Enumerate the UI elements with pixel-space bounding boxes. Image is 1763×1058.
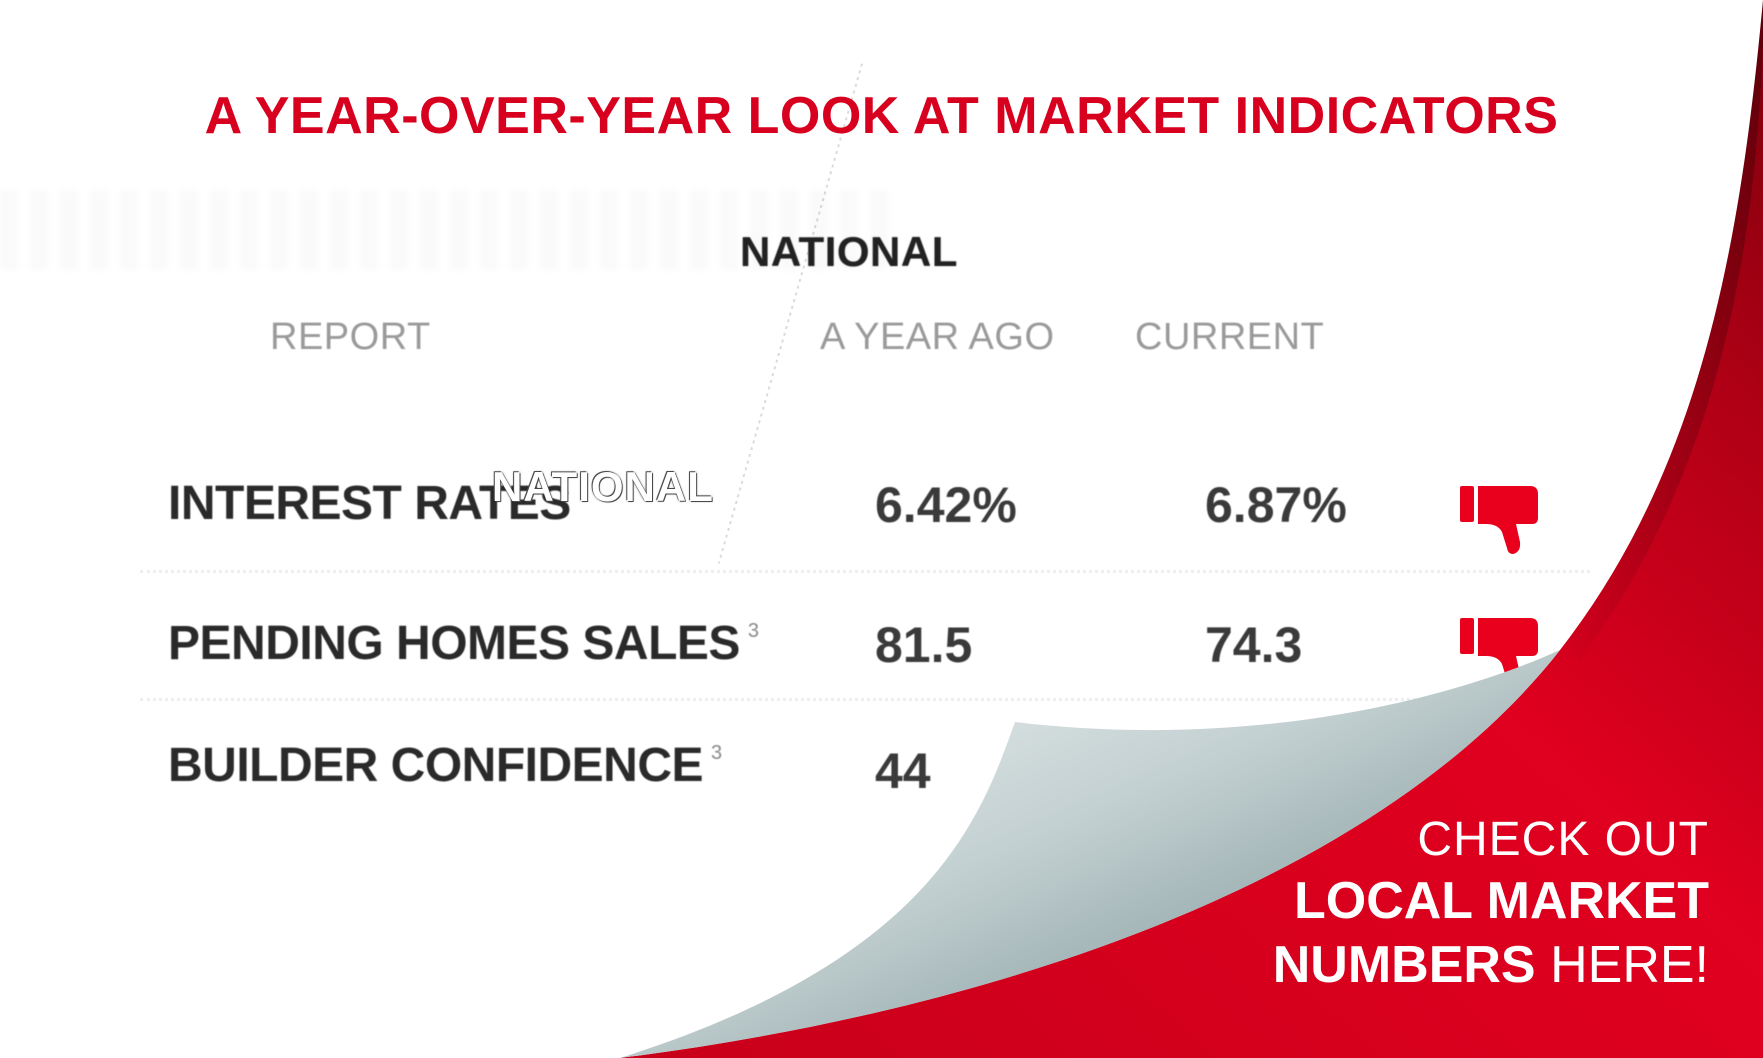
page-title: A YEAR-OVER-YEAR LOOK AT MARKET INDICATO…: [204, 87, 1559, 145]
cta-line-2: LOCAL MARKET: [1293, 872, 1709, 930]
overlay-label: NATIONAL: [492, 463, 714, 510]
row-year-ago-value: 81.5: [875, 617, 973, 673]
row-label-interest-rates: INTEREST RATES: [168, 476, 571, 531]
row-current-value: 74.3: [1205, 617, 1303, 673]
cta-line-3-rest: HERE!: [1550, 936, 1709, 994]
row-label-builder-confidence: BUILDER CONFIDENCE 3: [168, 738, 722, 793]
cta-line-3-bold: NUMBERS: [1272, 936, 1536, 994]
row-divider: [140, 570, 1590, 573]
faded-background-text: [0, 190, 900, 270]
row-divider: [140, 698, 1590, 701]
thumbs-down-icon: [1460, 486, 1538, 554]
thumbs-down-icon: [1460, 618, 1538, 686]
footnote-marker: 3: [747, 620, 759, 642]
footnote-marker: 3: [711, 742, 722, 764]
cta-line-1: CHECK OUT: [1417, 813, 1709, 866]
local-market-cta[interactable]: CHECK OUT LOCAL MARKET NUMBERS HERE!: [1273, 812, 1709, 995]
row-label-text: BUILDER CONFIDENCE: [168, 739, 704, 792]
row-year-ago-value: 44: [875, 743, 931, 799]
column-header-report: REPORT: [270, 316, 431, 358]
row-label-pending-home-sales: PENDING HOMES SALES 3: [168, 616, 759, 671]
cta-line-3: NUMBERS HERE!: [1273, 935, 1709, 995]
column-header-year-ago: A YEAR AGO: [820, 316, 1055, 358]
row-current-value: 6.87%: [1205, 477, 1347, 533]
row-year-ago-value: 6.42%: [875, 477, 1017, 533]
column-header-current: CURRENT: [1135, 316, 1325, 358]
row-label-text: PENDING HOMES SALES: [168, 617, 740, 670]
section-heading: NATIONAL: [740, 228, 958, 275]
row-label-text: INTEREST RATES: [168, 477, 571, 530]
